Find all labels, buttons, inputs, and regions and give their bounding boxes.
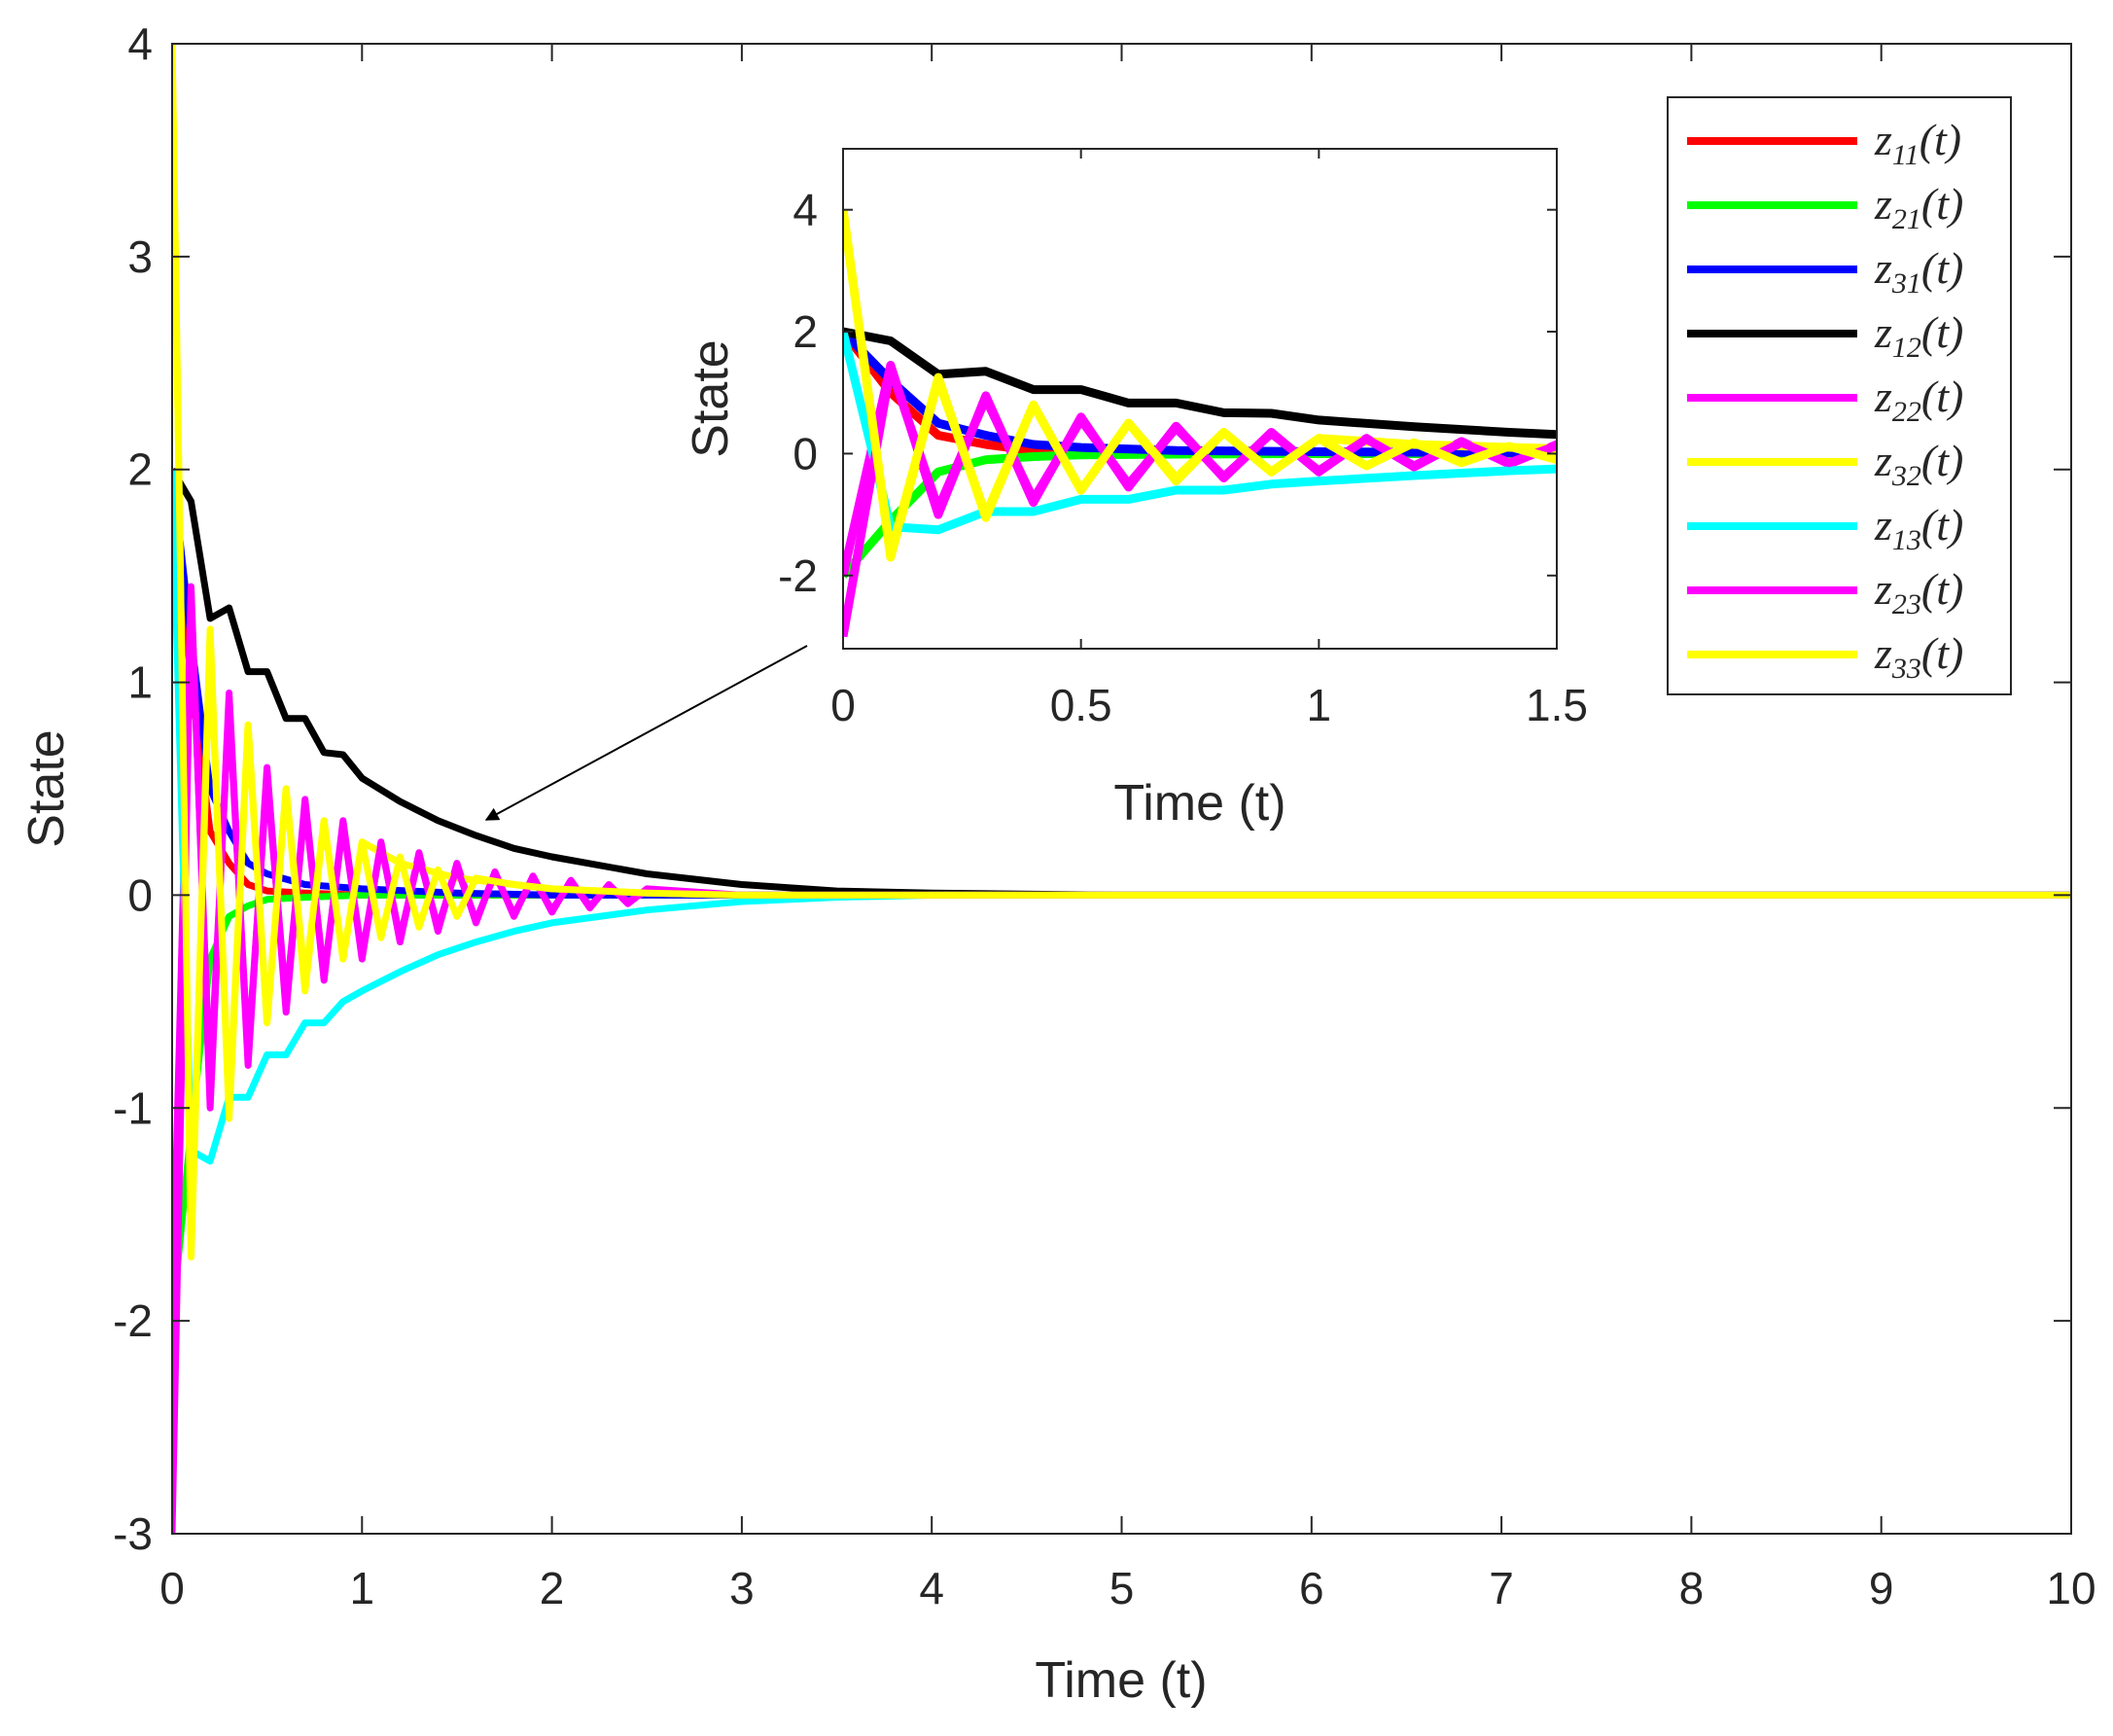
legend-label-suffix: (t) — [1921, 179, 1963, 229]
legend-item-z23: z23(t) — [1687, 564, 1963, 620]
inset-plot-area — [843, 149, 1557, 649]
legend-label: z31(t) — [1874, 243, 1963, 300]
main-series-z33 — [172, 44, 2071, 1250]
main-y-tick-label: 4 — [127, 18, 153, 69]
inset-y-tick-label: 0 — [792, 428, 818, 478]
legend-label-suffix: (t) — [1921, 628, 1963, 678]
main-x-tick-label: 3 — [729, 1563, 755, 1613]
legend-label-suffix: (t) — [1919, 115, 1961, 164]
legend-item-z33: z33(t) — [1687, 628, 1963, 685]
main-series-group — [172, 44, 2071, 1534]
inset-series-group — [843, 209, 1557, 638]
main-x-ticks: 0 1 2 3 4 5 6 7 8 9 10 — [159, 44, 2096, 1613]
inset-x-ticks: 0 0.5 1 1.5 — [830, 149, 1588, 730]
main-y-tick-label: -2 — [113, 1295, 153, 1346]
main-x-tick-label: 5 — [1109, 1563, 1135, 1613]
legend-label-sub: 33 — [1891, 653, 1921, 685]
legend-item-z11: z11(t) — [1687, 115, 1961, 171]
legend-label-suffix: (t) — [1921, 564, 1963, 614]
legend-label-sub: 32 — [1891, 460, 1921, 492]
main-x-tick-label: 8 — [1679, 1563, 1705, 1613]
legend-label-suffix: (t) — [1921, 307, 1963, 357]
legend-label: z13(t) — [1874, 500, 1963, 556]
legend-label-sub: 22 — [1892, 396, 1921, 428]
main-x-tick-label: 6 — [1299, 1563, 1324, 1613]
inset-y-tick-label: -2 — [778, 550, 818, 601]
legend-label: z33(t) — [1874, 628, 1963, 685]
main-y-tick-label: -1 — [113, 1082, 153, 1133]
legend-label-sub: 31 — [1891, 267, 1921, 300]
main-y-tick-label: 2 — [127, 444, 153, 495]
legend-label-base: z — [1874, 243, 1892, 293]
main-x-tick-label: 4 — [919, 1563, 944, 1613]
main-x-tick-label: 1 — [350, 1563, 375, 1613]
main-y-tick-label: 3 — [127, 231, 153, 282]
inset-x-tick-label: 1.5 — [1526, 680, 1588, 730]
legend-label: z23(t) — [1874, 564, 1963, 620]
legend-label-base: z — [1874, 179, 1892, 229]
legend-label-base: z — [1874, 307, 1892, 357]
inset-y-tick-label: 2 — [792, 306, 818, 357]
inset-x-tick-label: 0.5 — [1050, 680, 1112, 730]
legend-label-base: z — [1874, 372, 1892, 421]
legend-label: z21(t) — [1874, 179, 1963, 235]
legend-item-z31: z31(t) — [1687, 243, 1963, 300]
legend-item-z32: z32(t) — [1687, 436, 1963, 492]
inset-axes: 0 0.5 1 1.5 -2 0 2 4 Time (t) State — [683, 148, 1588, 832]
legend-label-base: z — [1874, 628, 1892, 678]
inset-series-z13 — [843, 330, 1557, 535]
legend-label-suffix: (t) — [1921, 500, 1963, 549]
legend-label: z32(t) — [1874, 436, 1963, 492]
legend-label-suffix: (t) — [1921, 436, 1963, 485]
legend: z11(t)z21(t)z31(t)z12(t)z22(t)z32(t)z13(… — [1667, 96, 2012, 695]
inset-y-ticks: -2 0 2 4 — [778, 185, 1557, 601]
main-y-axis-label: State — [18, 729, 75, 847]
legend-label-sub: 13 — [1892, 524, 1921, 556]
main-x-tick-label: 0 — [159, 1563, 185, 1613]
legend-item-z22: z22(t) — [1687, 372, 1963, 428]
legend-label-suffix: (t) — [1921, 372, 1963, 421]
legend-label: z12(t) — [1874, 307, 1963, 364]
inset-series-z33 — [843, 209, 1557, 559]
main-y-tick-label: 1 — [127, 657, 153, 708]
legend-label: z22(t) — [1874, 372, 1963, 428]
inset-y-tick-label: 4 — [792, 185, 818, 235]
main-x-tick-label: 2 — [540, 1563, 565, 1613]
legend-label-sub: 21 — [1892, 203, 1921, 235]
legend-label: z11(t) — [1874, 115, 1961, 171]
legend-label-base: z — [1874, 564, 1892, 614]
inset-x-axis-label: Time (t) — [1113, 775, 1285, 832]
main-y-tick-label: 0 — [127, 869, 153, 920]
legend-label-suffix: (t) — [1921, 243, 1963, 293]
legend-label-sub: 11 — [1892, 139, 1919, 171]
legend-label-base: z — [1874, 115, 1892, 164]
legend-label-sub: 12 — [1892, 332, 1921, 364]
inset-series-z12 — [843, 327, 1557, 440]
main-x-tick-label: 7 — [1489, 1563, 1514, 1613]
legend-item-z12: z12(t) — [1687, 307, 1963, 364]
inset-axes-box — [842, 148, 1558, 650]
legend-label-sub: 23 — [1892, 588, 1921, 620]
inset-x-tick-label: 0 — [830, 680, 856, 730]
zoom-arrow — [484, 645, 808, 821]
legend-item-z13: z13(t) — [1687, 500, 1963, 556]
inset-y-axis-label: State — [683, 339, 739, 457]
main-series-z12 — [172, 467, 2071, 899]
legend-label-base: z — [1874, 500, 1892, 549]
legend-label-base: z — [1874, 436, 1892, 485]
legend-item-z21: z21(t) — [1687, 179, 1963, 235]
main-x-tick-label: 10 — [2046, 1563, 2095, 1613]
main-x-axis-label: Time (t) — [1035, 1652, 1207, 1709]
main-x-tick-label: 9 — [1869, 1563, 1894, 1613]
inset-x-tick-label: 1 — [1307, 680, 1332, 730]
main-y-tick-label: -3 — [113, 1508, 153, 1559]
